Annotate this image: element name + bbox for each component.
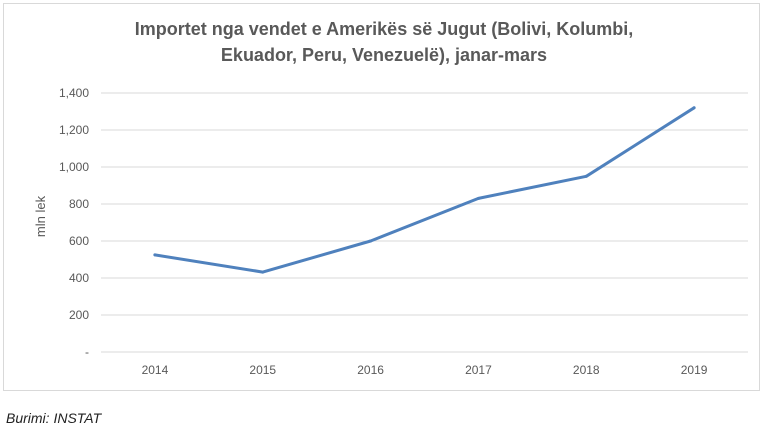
y-axis-title: mln lek [33,195,48,237]
source-note: Burimi: INSTAT [6,410,102,426]
y-tick-label: 1,400 [59,86,89,100]
chart-frame [3,3,760,391]
x-tick-label: 2016 [357,363,384,377]
chart-title-line-2: Ekuador, Peru, Venezuelë), janar-mars [220,45,548,65]
x-tick-label: 2017 [465,363,492,377]
series-line [153,106,696,274]
y-tick-label: 600 [69,234,89,248]
y-tick-label: 400 [69,271,89,285]
chart-title-line-1: Importet nga vendet e Amerikës së Jugut … [134,19,634,39]
y-tick-label: 200 [69,308,89,322]
chart-title: Importet nga vendet e Amerikës së Jugut … [0,16,768,68]
y-tick-label: 800 [69,197,89,211]
x-tick-label: 2015 [249,363,276,377]
y-tick-label: 1,000 [59,160,89,174]
x-tick-label: 2014 [142,363,169,377]
data-point [692,106,696,110]
data-point [476,196,480,200]
line-chart: - 200 400 600 800 1,000 1,200 1,400 2014 2015 2016… [33,86,748,377]
data-point [584,174,588,178]
y-tick-label: - [85,345,89,359]
y-tick-label: 1,200 [59,123,89,137]
data-point [261,270,265,274]
x-tick-label: 2018 [573,363,600,377]
data-point [153,253,157,257]
data-point [369,239,373,243]
x-tick-label: 2019 [681,363,708,377]
